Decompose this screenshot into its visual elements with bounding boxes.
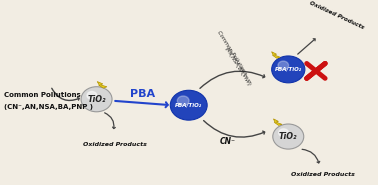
Text: PBA/TiO₂: PBA/TiO₂	[175, 103, 202, 108]
Text: Oxidized Products: Oxidized Products	[291, 172, 355, 177]
Circle shape	[87, 91, 97, 100]
Circle shape	[272, 56, 305, 83]
Text: TiO₂: TiO₂	[87, 95, 106, 104]
Text: PBA/TiO₂: PBA/TiO₂	[275, 67, 302, 72]
Text: TiO₂: TiO₂	[279, 132, 297, 141]
Text: PBA: PBA	[130, 89, 155, 99]
Circle shape	[279, 129, 288, 137]
Text: Oxidized Products: Oxidized Products	[308, 1, 365, 31]
Circle shape	[278, 61, 288, 70]
Polygon shape	[97, 82, 107, 88]
Polygon shape	[272, 52, 280, 58]
Text: (CN⁻,AN,NSA,BA,PNP ): (CN⁻,AN,NSA,BA,PNP )	[4, 104, 93, 110]
Circle shape	[81, 87, 112, 112]
Text: (AN,NSA,BA,PNP): (AN,NSA,BA,PNP)	[224, 47, 252, 87]
Polygon shape	[273, 119, 282, 125]
Circle shape	[177, 96, 189, 105]
Text: Oxidized Products: Oxidized Products	[83, 142, 147, 147]
Text: Common Pollutions: Common Pollutions	[4, 92, 81, 98]
Circle shape	[273, 124, 304, 149]
Circle shape	[170, 90, 207, 120]
Text: Common Pollutions: Common Pollutions	[216, 29, 248, 75]
Text: CN⁻: CN⁻	[220, 137, 235, 146]
